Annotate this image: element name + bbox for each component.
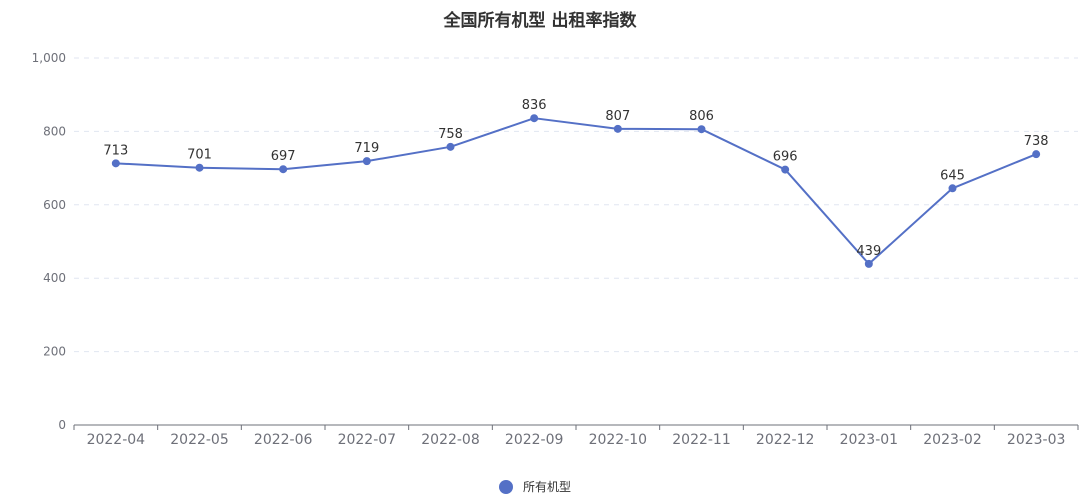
y-axis: 0 200 400 600 800 1,000 — [32, 51, 66, 432]
series-all-models — [111, 114, 1041, 268]
x-tick-label: 2022-04 — [87, 432, 146, 448]
x-tick-label: 2022-06 — [254, 432, 313, 448]
y-tick-label: 400 — [43, 271, 66, 285]
x-tick-label: 2022-12 — [756, 432, 815, 448]
data-label: 806 — [689, 109, 714, 124]
y-tick-label: 600 — [43, 198, 66, 212]
data-point[interactable] — [864, 259, 873, 268]
data-label: 836 — [522, 98, 547, 113]
data-label: 758 — [438, 127, 463, 142]
data-label: 697 — [271, 149, 296, 164]
legend-marker[interactable] — [499, 480, 513, 494]
x-axis: 2022-04 2022-05 2022-06 2022-07 2022-08 2022-… — [73, 424, 1079, 448]
data-point[interactable] — [446, 142, 455, 151]
y-tick-label: 1,000 — [32, 51, 66, 65]
x-tick-label: 2022-07 — [338, 432, 397, 448]
data-point[interactable] — [697, 125, 706, 134]
series-line — [115, 117, 1037, 265]
x-tick-label: 2023-02 — [923, 432, 982, 448]
data-point[interactable] — [362, 157, 371, 166]
data-label: 807 — [605, 109, 630, 124]
data-point[interactable] — [781, 165, 790, 174]
data-label: 719 — [354, 141, 379, 156]
x-tick-label: 2022-08 — [421, 432, 480, 448]
data-point[interactable] — [530, 114, 539, 123]
x-tick-label: 2022-10 — [589, 432, 648, 448]
data-point[interactable] — [195, 163, 204, 172]
data-label: 439 — [856, 244, 881, 259]
legend-label[interactable]: 所有机型 — [523, 480, 571, 494]
data-labels: 713 701 697 719 758 836 807 806 696 439 645 738 — [103, 98, 1048, 259]
data-point[interactable] — [111, 159, 120, 168]
x-tick-label: 2023-01 — [840, 432, 899, 448]
data-label: 645 — [940, 168, 965, 183]
data-label: 701 — [187, 148, 212, 163]
data-point[interactable] — [1032, 150, 1041, 159]
y-tick-label: 800 — [43, 124, 66, 138]
data-label: 696 — [773, 150, 798, 165]
x-tick-label: 2022-09 — [505, 432, 564, 448]
y-tick-label: 200 — [43, 345, 66, 359]
grid-lines — [74, 57, 1078, 353]
data-point[interactable] — [948, 184, 957, 193]
chart-title: 全国所有机型 出租率指数 — [443, 11, 637, 31]
data-label: 738 — [1024, 134, 1049, 149]
y-tick-label: 0 — [58, 418, 66, 432]
x-tick-label: 2023-03 — [1007, 432, 1066, 448]
x-tick-label: 2022-05 — [170, 432, 229, 448]
data-label: 713 — [103, 143, 128, 158]
x-tick-label: 2022-11 — [672, 432, 731, 448]
data-point[interactable] — [279, 165, 288, 174]
legend[interactable]: 所有机型 — [499, 480, 571, 494]
data-point[interactable] — [613, 124, 622, 133]
